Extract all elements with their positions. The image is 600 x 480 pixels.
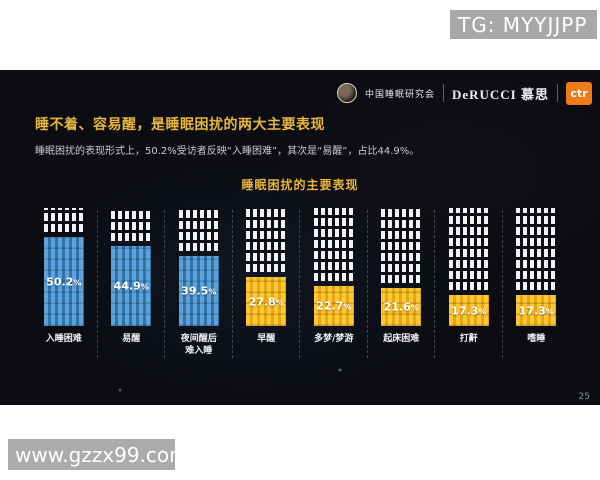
bar-empty-blocks (178, 208, 219, 251)
bar-group: 50.2% 入睡困难 (30, 208, 98, 358)
bar-area: 17.3% (516, 208, 557, 326)
bar-empty-blocks (516, 208, 557, 290)
bar-area: 27.8% (246, 208, 287, 326)
tg-contact-label: TG: MYYJJPP (458, 12, 588, 37)
bar-group: 17.3% 嗜睡 (503, 208, 571, 358)
bar-fill: 17.3% (516, 295, 557, 326)
bar-value-label: 50.2% (46, 275, 82, 288)
logo-divider (557, 84, 558, 102)
slide-subtitle: 睡眠困扰的表现形式上，50.2%受访者反映“入睡困难”，其次是“易醒”，占比44… (35, 146, 420, 157)
bar-category-label: 早醒 (257, 334, 276, 344)
bar-category-label: 夜间醒后 难入睡 (180, 334, 217, 357)
bar-category-label: 多梦/梦游 (314, 334, 354, 344)
bar-empty-blocks (246, 208, 287, 272)
bar-value-label: 44.9% (113, 279, 149, 293)
bar-area: 39.5% (178, 208, 219, 326)
bar-group: 22.7% 多梦/梦游 (300, 208, 368, 358)
bar-fill: 17.3% (448, 295, 489, 326)
org-name-label: 中国睡眠研究会 (364, 89, 435, 100)
bar-area: 22.7% (313, 208, 354, 326)
bar-category-label: 打鼾 (459, 334, 478, 344)
slide-title: 睡不着、容易醒，是睡眠困扰的两大主要表现 (35, 117, 325, 133)
bar-category-label: 起床困难 (383, 334, 420, 344)
bar-empty-blocks (111, 208, 152, 241)
bar-group: 39.5% 夜间醒后 难入睡 (165, 208, 233, 358)
bar-area: 17.3% (448, 208, 489, 326)
bar-category-label: 易醒 (122, 334, 141, 344)
bar-empty-blocks (313, 208, 354, 281)
bar-fill: 22.7% (313, 286, 354, 326)
bar-fill: 21.6% (381, 288, 422, 326)
bar-fill: 27.8% (246, 277, 287, 326)
bar-value-label: 21.6% (383, 300, 419, 314)
bar-area: 50.2% (43, 208, 84, 326)
bar-group: 17.3% 打鼾 (435, 208, 503, 358)
bar-value-label: 22.7% (316, 299, 352, 313)
sleep-research-society-logo-icon (336, 83, 357, 103)
bar-group: 44.9% 易醒 (98, 208, 166, 358)
bar-empty-blocks (43, 208, 84, 232)
logo-row: 中国睡眠研究会 DeRUCCI 慕思 ctr (336, 80, 592, 106)
bar-empty-blocks (381, 208, 422, 283)
bar-area: 44.9% (111, 208, 152, 326)
bar-value-label: 27.8% (248, 295, 284, 308)
tg-contact-badge: TG: MYYJJPP (450, 10, 597, 39)
bar-fill: 44.9% (111, 246, 152, 326)
bar-empty-blocks (448, 208, 489, 290)
bar-group: 27.8% 早醒 (233, 208, 301, 358)
bar-value-label: 39.5% (181, 284, 217, 298)
ctr-logo: ctr (566, 81, 592, 105)
bar-value-label: 17.3% (518, 304, 554, 317)
logo-divider (442, 84, 444, 102)
watermark-badge: www.gzzx99.com (8, 439, 189, 470)
bar-chart: 50.2% 入睡困难 44.9% 易醒 39.5% 夜间醒后 难入睡 27.8% 早醒 22.7… (30, 208, 570, 358)
page-number: 25 (578, 392, 590, 402)
bar-fill: 39.5% (178, 256, 219, 326)
bar-category-label: 入睡困难 (45, 334, 82, 344)
bar-area: 21.6% (381, 208, 422, 326)
chart-title: 睡眠困扰的主要表现 (241, 178, 359, 192)
bar-category-label: 嗜睡 (527, 334, 546, 344)
watermark-url-label: www.gzzx99.com (15, 442, 189, 467)
bar-group: 21.6% 起床困难 (368, 208, 436, 358)
derucci-brand-logo: DeRUCCI 慕思 (451, 86, 549, 102)
bar-value-label: 17.3% (451, 304, 487, 317)
presentation-slide: 中国睡眠研究会 DeRUCCI 慕思 ctr 睡不着、容易醒，是睡眠困扰的两大主… (0, 70, 600, 405)
bar-fill: 50.2% (43, 237, 84, 326)
